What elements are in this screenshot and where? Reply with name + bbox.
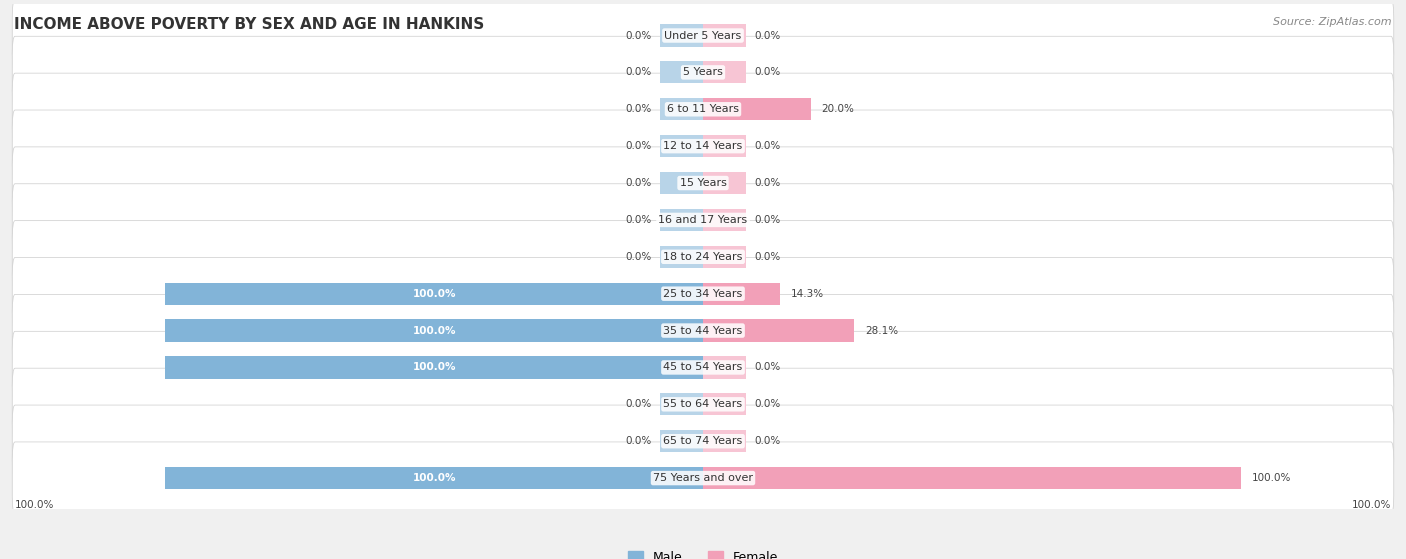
Bar [703, 467, 1240, 489]
Text: 100.0%: 100.0% [412, 473, 456, 483]
Text: 0.0%: 0.0% [626, 399, 652, 409]
Text: 0.0%: 0.0% [626, 68, 652, 77]
Text: 0.0%: 0.0% [626, 141, 652, 151]
FancyBboxPatch shape [13, 110, 1393, 182]
Bar [703, 246, 747, 268]
Text: 16 and 17 Years: 16 and 17 Years [658, 215, 748, 225]
Text: 12 to 14 Years: 12 to 14 Years [664, 141, 742, 151]
Legend: Male, Female: Male, Female [628, 551, 778, 559]
Bar [703, 25, 747, 46]
Text: 15 Years: 15 Years [679, 178, 727, 188]
Text: 14.3%: 14.3% [790, 288, 824, 299]
Text: 25 to 34 Years: 25 to 34 Years [664, 288, 742, 299]
Text: 45 to 54 Years: 45 to 54 Years [664, 362, 742, 372]
Text: 6 to 11 Years: 6 to 11 Years [666, 105, 740, 114]
Bar [659, 172, 703, 194]
Text: 0.0%: 0.0% [754, 31, 780, 40]
Text: 0.0%: 0.0% [626, 31, 652, 40]
Text: 0.0%: 0.0% [754, 399, 780, 409]
Bar [659, 98, 703, 120]
Text: 0.0%: 0.0% [626, 252, 652, 262]
Bar [166, 467, 703, 489]
Text: 100.0%: 100.0% [412, 325, 456, 335]
Bar [659, 25, 703, 46]
Text: 28.1%: 28.1% [865, 325, 898, 335]
Text: 35 to 44 Years: 35 to 44 Years [664, 325, 742, 335]
FancyBboxPatch shape [13, 442, 1393, 514]
Text: 0.0%: 0.0% [754, 68, 780, 77]
Text: 55 to 64 Years: 55 to 64 Years [664, 399, 742, 409]
Bar [166, 320, 703, 342]
Text: 100.0%: 100.0% [412, 362, 456, 372]
Text: 100.0%: 100.0% [412, 288, 456, 299]
FancyBboxPatch shape [13, 221, 1393, 293]
Bar [703, 135, 747, 157]
Bar [166, 283, 703, 305]
FancyBboxPatch shape [13, 368, 1393, 440]
Bar [703, 98, 810, 120]
FancyBboxPatch shape [13, 258, 1393, 330]
Bar [166, 357, 703, 378]
Text: 0.0%: 0.0% [626, 436, 652, 446]
FancyBboxPatch shape [13, 0, 1393, 72]
Bar [659, 394, 703, 415]
FancyBboxPatch shape [13, 331, 1393, 404]
Bar [659, 246, 703, 268]
Text: 5 Years: 5 Years [683, 68, 723, 77]
Bar [703, 172, 747, 194]
Text: INCOME ABOVE POVERTY BY SEX AND AGE IN HANKINS: INCOME ABOVE POVERTY BY SEX AND AGE IN H… [14, 17, 484, 32]
FancyBboxPatch shape [13, 184, 1393, 256]
Bar [659, 209, 703, 231]
FancyBboxPatch shape [13, 147, 1393, 219]
Text: 0.0%: 0.0% [626, 178, 652, 188]
Bar [659, 430, 703, 452]
Bar [703, 394, 747, 415]
Text: Under 5 Years: Under 5 Years [665, 31, 741, 40]
Bar [703, 357, 747, 378]
Bar [659, 61, 703, 83]
Text: 0.0%: 0.0% [754, 215, 780, 225]
Text: Source: ZipAtlas.com: Source: ZipAtlas.com [1274, 17, 1392, 27]
Bar [703, 320, 853, 342]
FancyBboxPatch shape [13, 405, 1393, 477]
Text: 0.0%: 0.0% [626, 215, 652, 225]
Text: 100.0%: 100.0% [15, 500, 55, 510]
Text: 100.0%: 100.0% [1251, 473, 1291, 483]
FancyBboxPatch shape [13, 73, 1393, 145]
Text: 0.0%: 0.0% [754, 141, 780, 151]
Text: 0.0%: 0.0% [626, 105, 652, 114]
Text: 0.0%: 0.0% [754, 436, 780, 446]
Text: 20.0%: 20.0% [821, 105, 853, 114]
FancyBboxPatch shape [13, 36, 1393, 108]
Text: 100.0%: 100.0% [1351, 500, 1391, 510]
FancyBboxPatch shape [13, 295, 1393, 367]
Bar [703, 283, 780, 305]
Text: 0.0%: 0.0% [754, 252, 780, 262]
Text: 0.0%: 0.0% [754, 362, 780, 372]
Bar [659, 135, 703, 157]
Bar [703, 430, 747, 452]
Text: 18 to 24 Years: 18 to 24 Years [664, 252, 742, 262]
Bar [703, 61, 747, 83]
Text: 0.0%: 0.0% [754, 178, 780, 188]
Bar [703, 209, 747, 231]
Text: 65 to 74 Years: 65 to 74 Years [664, 436, 742, 446]
Text: 75 Years and over: 75 Years and over [652, 473, 754, 483]
